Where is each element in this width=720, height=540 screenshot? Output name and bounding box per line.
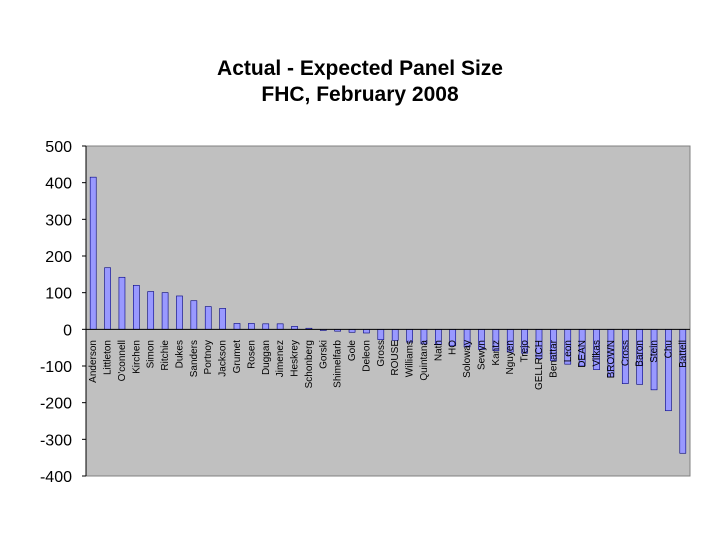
bar (104, 267, 111, 330)
x-tick-label: Leon (563, 340, 574, 362)
bar (118, 276, 126, 330)
bars (89, 176, 687, 454)
y-tick-label: -100 (40, 359, 72, 376)
x-tick-label: Vilkas (592, 340, 603, 367)
x-tick-label: Grumet (232, 340, 243, 374)
x-tick-label: Cross (620, 340, 631, 366)
x-tick-label: Battell (678, 340, 689, 368)
x-tick-label: ROUSE (390, 340, 401, 376)
bar (176, 295, 183, 330)
bar (161, 292, 169, 330)
x-tick-label: Shimelfarb (333, 340, 344, 388)
y-tick-label: -200 (40, 396, 72, 413)
chart-title: Actual - Expected Panel Size (217, 57, 503, 80)
plot-area (85, 145, 691, 477)
x-tick-label: Portnoy (203, 340, 214, 374)
bar (133, 285, 140, 330)
bar (233, 323, 241, 330)
y-tick-label: -400 (40, 469, 72, 486)
x-tick-label: Baron (635, 340, 646, 367)
x-tick-label: Nguyen (505, 340, 516, 374)
y-tick-label: 0 (63, 322, 72, 339)
bar (248, 323, 255, 330)
x-tick-label: O'connell (117, 340, 128, 381)
x-tick-label: Gole (347, 340, 358, 362)
x-tick-label: Williams (405, 340, 416, 377)
x-tick-label: Gorski (318, 340, 329, 369)
bar (190, 300, 198, 330)
x-tick-label: HO (448, 340, 459, 355)
x-tick-label: Jimenez (275, 340, 286, 377)
y-tick-label: 200 (45, 249, 72, 266)
x-tick-label: Deleon (361, 340, 372, 372)
x-tick-label: Ritchie (160, 340, 171, 371)
bar (262, 323, 270, 330)
bar (363, 329, 370, 334)
bar (219, 308, 226, 330)
x-tick-label: Kirchen (131, 340, 142, 374)
y-tick-label: 300 (45, 212, 72, 229)
bar (147, 291, 155, 330)
x-tick-label: DEAN (577, 340, 588, 368)
bar (204, 306, 212, 330)
x-tick-label: Rosen (246, 340, 257, 369)
x-tick-label: Schonberg (304, 340, 315, 388)
bar (89, 176, 97, 330)
x-tick-label: Kantz (491, 340, 502, 366)
x-tick-label: Trejo (520, 340, 531, 363)
x-tick-label: Stein (649, 340, 660, 363)
x-tick-label: Heskrey (290, 340, 301, 377)
x-tick-label: Benattar (548, 339, 559, 377)
x-tick-label: GELLRICH (534, 340, 545, 390)
x-tick-label: Duggan (261, 340, 272, 375)
y-tick-label: 500 (45, 139, 72, 156)
x-tick-label: Jackson (218, 340, 229, 377)
x-tick-label: Quintana (419, 340, 430, 381)
x-tick-label: Sanders (189, 340, 200, 377)
y-axis-ticks: 500 400 300 200 100 0 -100 -200 -300 -400 (40, 139, 86, 486)
bar (276, 323, 284, 330)
y-tick-label: -300 (40, 432, 72, 449)
x-tick-label: Chu (663, 340, 674, 358)
x-tick-label: Sewyn (476, 340, 487, 370)
x-tick-label: BROWN (606, 340, 617, 378)
y-tick-label: 400 (45, 176, 72, 193)
x-tick-label: Anderson (88, 340, 99, 383)
chart-subtitle: FHC, February 2008 (261, 83, 459, 106)
chart-title-block: Actual - Expected Panel Size FHC, Februa… (0, 56, 720, 108)
bar (391, 329, 399, 341)
x-tick-label: Soloway (462, 340, 473, 378)
x-tick-label: Simon (146, 340, 157, 368)
x-axis-ticks: Anderson Littleton O'connell Kirchen Simon Ri… (88, 339, 689, 390)
bar (377, 329, 385, 340)
x-tick-label: Gross (376, 340, 387, 367)
y-tick-label: 100 (45, 286, 72, 303)
x-tick-label: Nath (433, 340, 444, 361)
x-tick-label: Dukes (174, 340, 185, 368)
x-tick-label: Littleton (103, 340, 114, 375)
